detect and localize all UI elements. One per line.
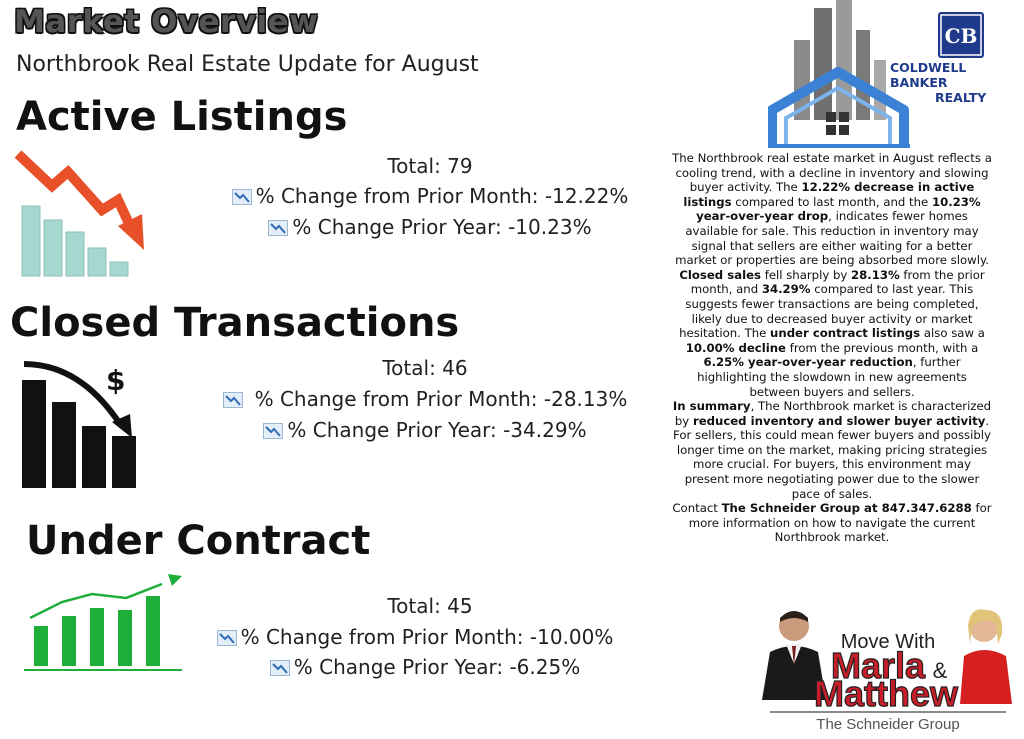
promo-marla: Marla <box>831 645 926 686</box>
decline-bar-chart-icon <box>14 150 144 277</box>
active-year-label: % Change Prior Year: -10.23% <box>292 215 592 239</box>
page-title: Market Overview <box>14 4 319 40</box>
market-summary: The Northbrook real estate market in Aug… <box>672 151 992 545</box>
promo-group-name: The Schneider Group <box>816 716 959 733</box>
promo-line1: Move With <box>841 631 935 653</box>
contract-month-label: % Change from Prior Month: -10.00% <box>240 625 614 649</box>
building-house-icon <box>768 0 910 148</box>
promo-matthew: Matthew <box>814 673 959 714</box>
active-year-change: % Change Prior Year: -10.23% <box>180 215 680 239</box>
svg-text:CB: CB <box>945 24 978 48</box>
svg-text:$: $ <box>106 364 125 397</box>
agent-marla-photo <box>960 609 1012 704</box>
closed-year-label: % Change Prior Year: -34.29% <box>287 418 587 442</box>
closed-transactions-heading: Closed Transactions <box>10 300 460 346</box>
coldwell-banker-logo: CB <box>938 12 984 58</box>
brand-name-line1: COLDWELL BANKER <box>890 60 967 90</box>
contract-year-label: % Change Prior Year: -6.25% <box>293 655 581 679</box>
closed-month-change: % Change from Prior Month: -28.13% <box>160 387 690 411</box>
summary-paragraph-3: In summary, The Northbrook market is cha… <box>672 399 992 501</box>
cb-monogram-icon: CB <box>940 14 982 56</box>
active-month-change: % Change from Prior Month: -12.22% <box>180 184 680 208</box>
falling-dollar-chart-icon: $ <box>22 361 136 488</box>
page-subtitle: Northbrook Real Estate Update for August <box>16 52 479 77</box>
trend-down-icon <box>216 630 237 646</box>
active-total: Total: 79 <box>387 154 473 178</box>
closed-month-label: % Change from Prior Month: -28.13% <box>254 387 628 411</box>
trend-down-icon <box>231 189 252 205</box>
contract-total: Total: 45 <box>387 594 473 618</box>
active-listings-heading: Active Listings <box>16 94 348 140</box>
promo-ampersand: & <box>933 658 948 683</box>
active-month-label: % Change from Prior Month: -12.22% <box>255 184 629 208</box>
contract-month-change: % Change from Prior Month: -10.00% <box>150 625 680 649</box>
brand-name: COLDWELL BANKER REALTY <box>890 60 1024 105</box>
brand-name-line2: REALTY <box>935 90 987 105</box>
trend-down-icon <box>263 423 284 439</box>
closed-total: Total: 46 <box>382 356 468 380</box>
summary-paragraph-1: The Northbrook real estate market in Aug… <box>672 151 992 268</box>
summary-paragraph-2: Closed sales fell sharply by 28.13% from… <box>679 267 985 399</box>
trend-down-icon <box>269 660 290 676</box>
trend-down-icon <box>222 392 243 408</box>
contract-year-change: % Change Prior Year: -6.25% <box>160 655 690 679</box>
closed-year-change: % Change Prior Year: -34.29% <box>160 418 690 442</box>
trend-down-icon <box>268 220 289 236</box>
agent-matthew-photo <box>762 611 826 700</box>
agents-promo: Move With Marla & Matthew The Schneider … <box>762 609 1012 733</box>
rising-bar-chart-icon <box>24 574 182 671</box>
summary-paragraph-4: Contact The Schneider Group at 847.347.6… <box>672 501 992 545</box>
under-contract-heading: Under Contract <box>26 518 371 564</box>
